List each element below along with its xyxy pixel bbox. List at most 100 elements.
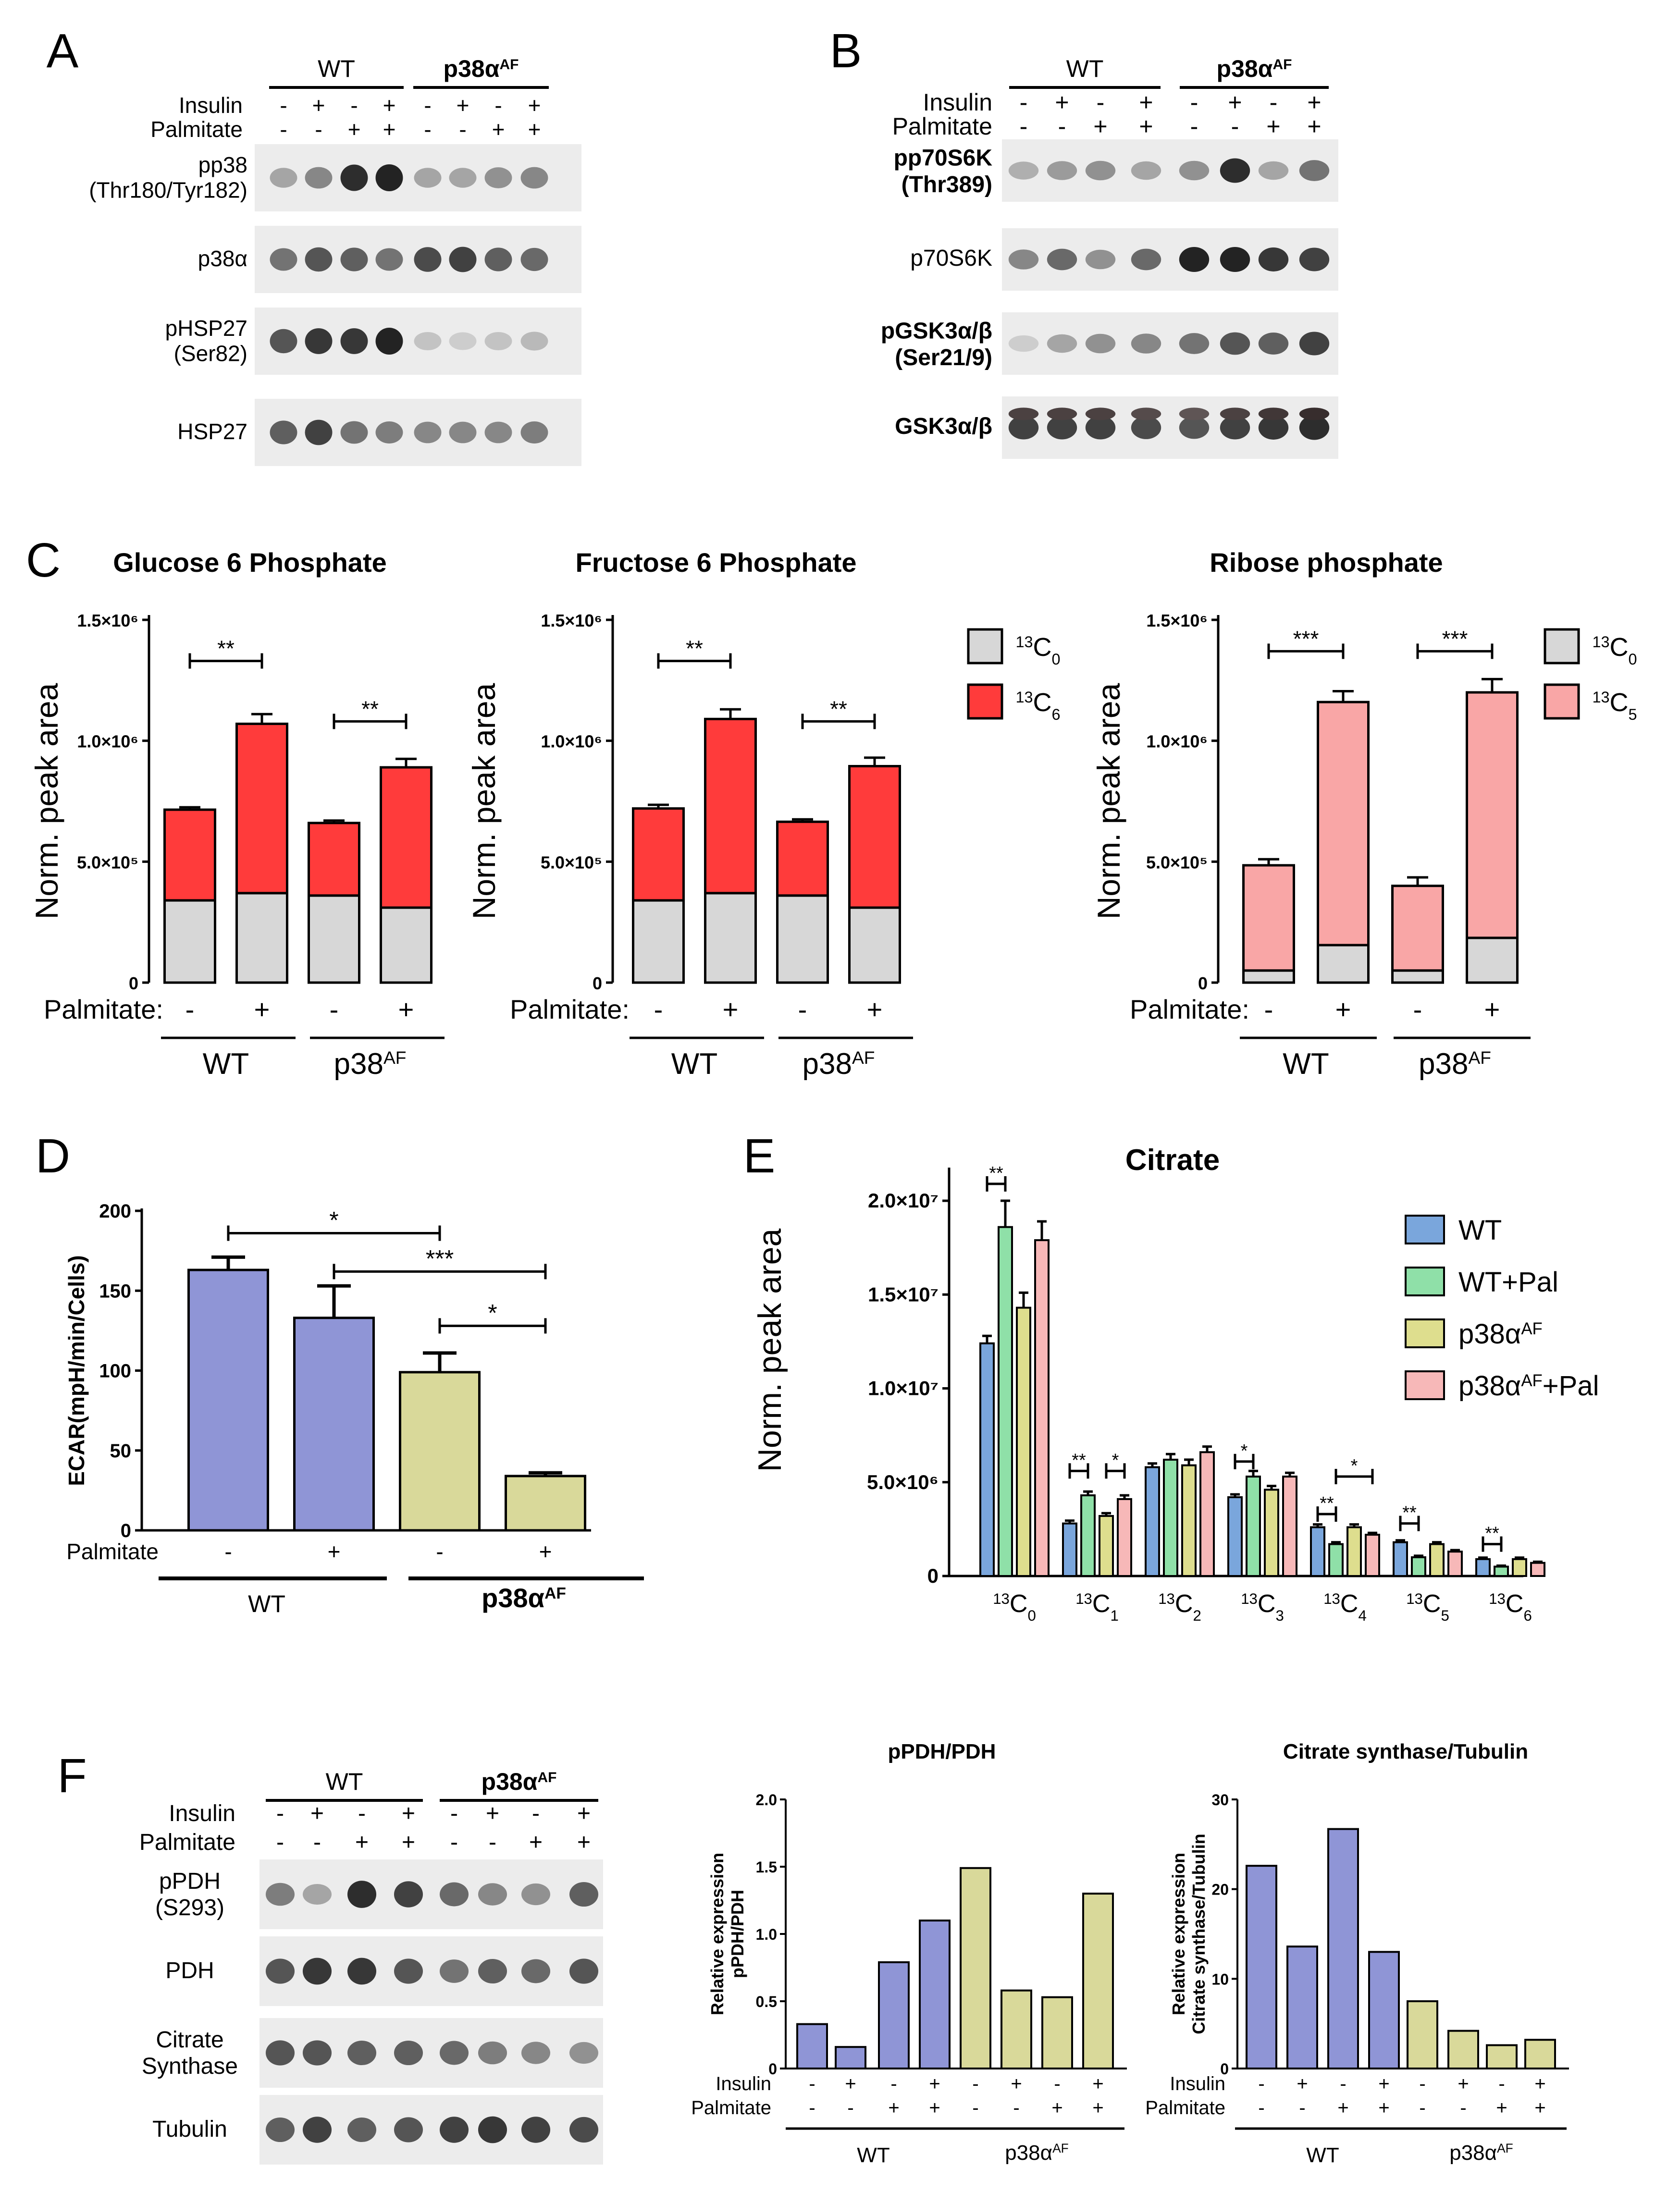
blot-band — [439, 1959, 469, 1983]
blot-band — [521, 2042, 551, 2064]
palmitate-sign: - — [330, 994, 339, 1024]
palmitate-row-label: Palmitate — [150, 117, 243, 142]
y-tick-label: 1.5×10⁶ — [1146, 611, 1208, 630]
insulin-sign: - — [450, 1801, 458, 1826]
palmitate-sign: - — [313, 1830, 321, 1855]
y-tick-label: 30 — [1211, 1791, 1229, 1809]
panel-d-chart: D050100150200ECAR(mpH/min/Cells)*****Pal… — [36, 1129, 644, 1617]
insulin-sign: + — [1092, 2073, 1103, 2094]
palmitate-sign: + — [398, 994, 414, 1024]
y-tick-label: 2.0×10⁷ — [868, 1189, 939, 1212]
y-axis-label: Citrate synthase/Tubulin — [1189, 1834, 1209, 2034]
stacked-bar-segment — [776, 894, 829, 984]
bar — [998, 1226, 1013, 1577]
palmitate-sign: + — [1092, 2097, 1103, 2118]
bar — [1001, 1989, 1032, 2070]
significance-label: * — [329, 1207, 338, 1234]
bar — [1062, 1522, 1077, 1577]
insulin-sign: - — [1270, 89, 1278, 116]
blot-band — [1299, 332, 1330, 356]
legend-label: WT — [1458, 1215, 1502, 1246]
blot-band — [1008, 249, 1039, 270]
y-tick-label: 0 — [1220, 2060, 1229, 2078]
blot-band — [265, 1958, 295, 1984]
bar — [1041, 1996, 1073, 2070]
insulin-sign: - — [494, 93, 502, 118]
bar — [878, 1961, 910, 2070]
x-tick-label: 13C3 — [1241, 1590, 1284, 1624]
blot-band — [1179, 416, 1210, 439]
insulin-sign: + — [383, 93, 396, 118]
chart-title: Ribose phosphate — [1210, 547, 1443, 578]
bar — [796, 2023, 828, 2070]
bar — [1524, 2039, 1556, 2069]
y-axis-label: Relative expression — [1169, 1853, 1188, 2015]
y-axis-label: ECAR(mpH/min/Cells) — [64, 1255, 89, 1486]
legend-label: 13C0 — [1015, 633, 1060, 668]
y-axis-label: Norm. peak area — [29, 683, 64, 919]
palmitate-sign: + — [348, 117, 361, 142]
y-tick-label: 5.0×10⁶ — [867, 1471, 939, 1493]
y-tick-label: 0 — [768, 2060, 777, 2078]
palmitate-sign: - — [1058, 113, 1066, 140]
y-tick-label: 0 — [129, 973, 138, 993]
x-tick-label: 13C6 — [1489, 1590, 1532, 1624]
palmitate-sign: + — [254, 994, 270, 1024]
insulin-sign: + — [457, 93, 469, 118]
blot-band — [1047, 416, 1077, 440]
y-tick-label: 2.0 — [756, 1791, 777, 1809]
blot-band — [1047, 407, 1077, 420]
stacked-bar-segment — [704, 717, 757, 895]
significance-label: ** — [989, 1163, 1003, 1183]
stacked-bar-segment — [380, 766, 432, 909]
blot-label: HSP27 — [177, 419, 247, 444]
palmitate-sign: - — [185, 994, 195, 1024]
blot-band — [394, 1881, 423, 1908]
palmitate-row-label: Palmitate — [1145, 2097, 1225, 2118]
palmitate-sign: - — [280, 117, 287, 142]
palmitate-sign: + — [888, 2097, 899, 2118]
blot-band — [1220, 407, 1250, 420]
insulin-sign: - — [972, 2073, 978, 2094]
blot-label: pp38 — [198, 152, 247, 177]
blot-band — [347, 1958, 377, 1985]
insulin-sign: - — [1340, 2073, 1346, 2094]
blot-label: GSK3α/β — [895, 414, 992, 439]
insulin-sign: + — [402, 1801, 415, 1826]
blot-band — [449, 421, 477, 443]
x-tick-label: 13C4 — [1323, 1590, 1367, 1624]
palmitate-sign: + — [577, 1830, 591, 1855]
legend-swatch — [1405, 1215, 1445, 1244]
blot-band — [569, 1882, 599, 1907]
bar — [1082, 1893, 1114, 2069]
blot-label: pPDH — [159, 1869, 221, 1894]
blot-band — [375, 328, 403, 355]
bar — [1099, 1515, 1114, 1577]
bar — [1475, 1558, 1491, 1577]
blot-band — [375, 164, 403, 191]
insulin-row-label: Insulin — [179, 93, 243, 118]
chart-title: Citrate — [1125, 1144, 1220, 1177]
blot-band — [1220, 247, 1250, 272]
palmitate-sign: - — [436, 1539, 443, 1564]
legend-label: 13C6 — [1015, 688, 1060, 723]
blot-band — [270, 329, 297, 354]
bar — [399, 1371, 481, 1532]
palmitate-sign: - — [450, 1830, 458, 1855]
insulin-sign: + — [1534, 2073, 1545, 2094]
palmitate-label: Palmitate: — [44, 994, 163, 1024]
panel-letter: B — [830, 24, 862, 78]
blot-band — [1085, 333, 1116, 354]
stacked-bar-segment — [235, 892, 288, 984]
blot-band — [1131, 416, 1161, 439]
significance-label: ** — [830, 696, 847, 721]
blot-band — [439, 1882, 469, 1907]
bar — [1411, 1556, 1426, 1577]
bar — [1181, 1464, 1197, 1577]
insulin-sign: - — [1097, 89, 1105, 116]
palmitate-sign: + — [1496, 2097, 1507, 2118]
y-tick-label: 5.0×10⁵ — [541, 852, 602, 872]
